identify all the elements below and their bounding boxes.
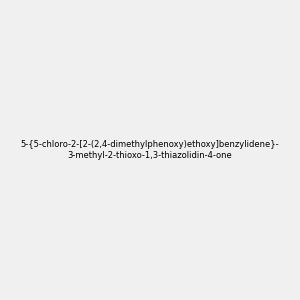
Text: 5-{5-chloro-2-[2-(2,4-dimethylphenoxy)ethoxy]benzylidene}-
3-methyl-2-thioxo-1,3: 5-{5-chloro-2-[2-(2,4-dimethylphenoxy)et… bbox=[21, 140, 279, 160]
